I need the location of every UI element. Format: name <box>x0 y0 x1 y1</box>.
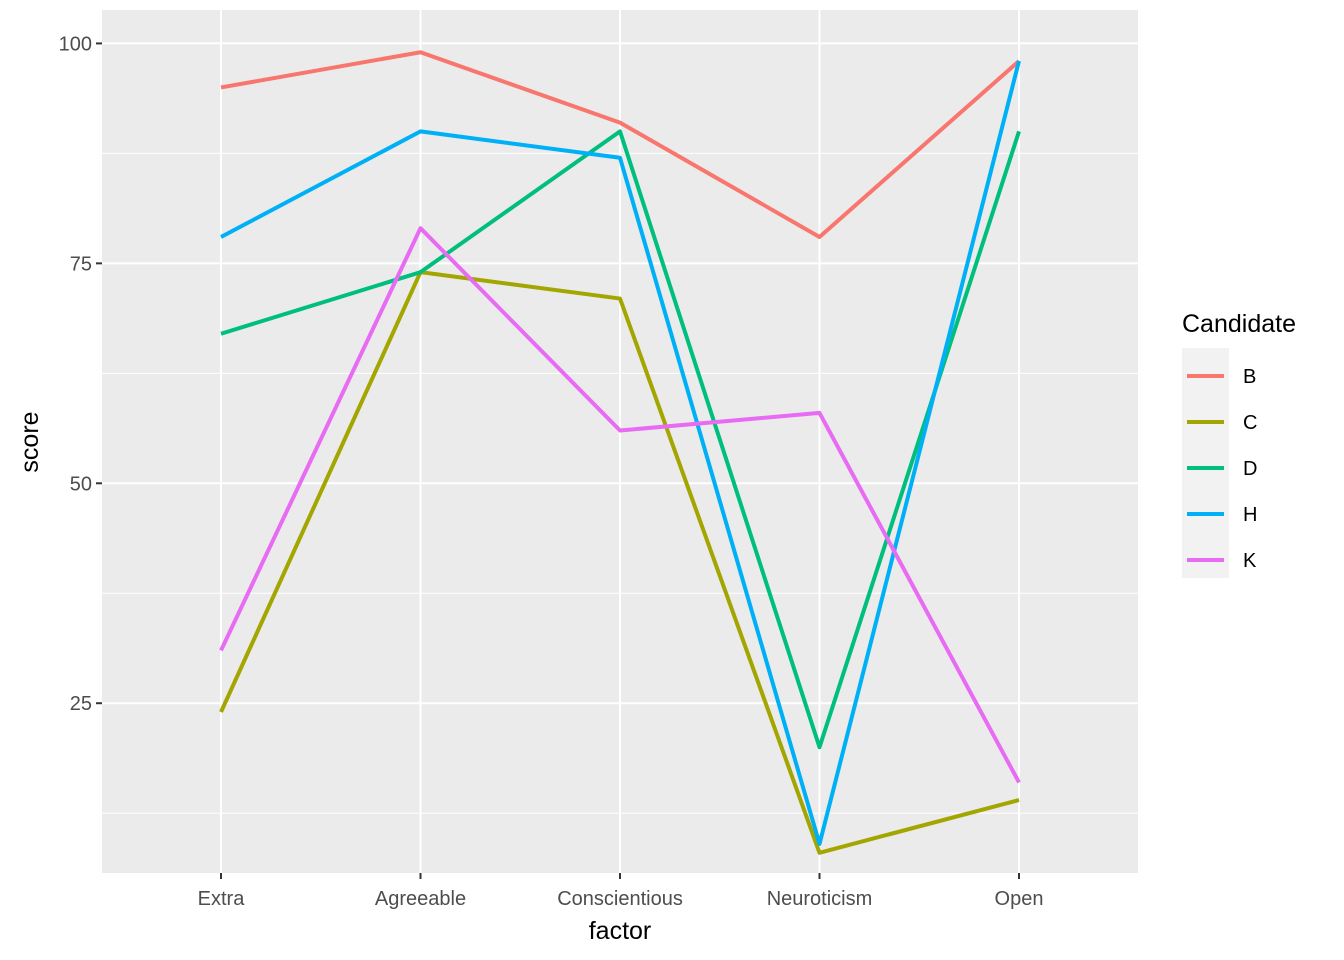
x-tick-label: Open <box>995 888 1044 910</box>
y-axis: 25 50 75 100 <box>59 33 102 715</box>
y-tick-label: 75 <box>70 253 92 275</box>
legend: Candidate B C D H K <box>1182 310 1296 578</box>
series-lines <box>219 50 1021 855</box>
x-tick-label: Extra <box>198 888 246 910</box>
series-line-C <box>219 270 1020 855</box>
y-axis-title: score <box>16 411 44 472</box>
major-gridlines <box>102 10 1138 873</box>
legend-label-B: B <box>1243 366 1256 388</box>
legend-label-H: H <box>1243 504 1257 526</box>
legend-label-C: C <box>1243 412 1257 434</box>
x-tick-label: Conscientious <box>557 888 683 910</box>
series-line-B <box>220 50 1021 239</box>
series-line-H <box>220 60 1021 846</box>
legend-title: Candidate <box>1182 310 1296 338</box>
legend-label-D: D <box>1243 458 1257 480</box>
y-tick-label: 50 <box>70 473 92 495</box>
y-tick-label: 100 <box>59 33 92 55</box>
legend-key-background <box>1182 348 1229 578</box>
x-tick-label: Neuroticism <box>767 888 873 910</box>
legend-label-K: K <box>1243 550 1257 572</box>
series-line-D <box>220 129 1021 750</box>
y-tick-label: 25 <box>70 693 92 715</box>
series-line-K <box>219 226 1021 784</box>
x-tick-label: Agreeable <box>375 888 466 910</box>
x-axis: Extra Agreeable Conscientious Neuroticism Op… <box>198 873 1044 910</box>
x-axis-title: factor <box>589 917 652 945</box>
